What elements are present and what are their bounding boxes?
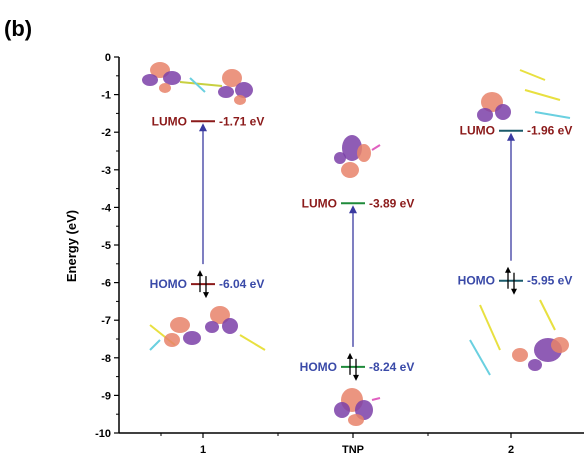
- homo-value: -8.24 eV: [369, 360, 414, 374]
- energy-levels: LUMO -1.71 eV HOMO -6.04 eV LUMO -3.89 eV HOMO…: [150, 114, 572, 381]
- orbital-lobe: [342, 135, 362, 161]
- spin-up-head: [197, 270, 203, 277]
- lumo-label: LUMO: [152, 114, 187, 128]
- spin-down-head: [353, 374, 359, 381]
- y-tick-label: -1: [101, 90, 111, 102]
- y-tick-label: -10: [95, 428, 111, 440]
- orbital-lobe: [163, 71, 181, 85]
- homo-label: HOMO: [300, 360, 337, 374]
- spin-down-head: [511, 288, 517, 295]
- spin-up-head: [505, 266, 511, 273]
- orbital-lobe: [341, 162, 359, 178]
- lumo-label: LUMO: [302, 196, 337, 210]
- orbital-lobe: [222, 69, 242, 87]
- y-tick-label: -2: [101, 127, 111, 139]
- molecule-bond: [149, 339, 161, 351]
- orbital-lobe: [495, 104, 511, 120]
- orbital-lobe: [222, 318, 238, 334]
- panel-label: (b): [4, 16, 32, 41]
- y-tick-label: -7: [101, 315, 111, 327]
- orbital-lobe: [334, 152, 346, 164]
- orbital-lobe: [164, 333, 180, 347]
- y-tick-label: -4: [101, 202, 112, 214]
- orbital-lobe: [205, 321, 219, 333]
- y-tick-label: 0: [105, 52, 111, 64]
- orbital-lobe: [142, 74, 158, 86]
- molecule-bond: [189, 77, 206, 93]
- x-tick-label: 2: [508, 444, 514, 456]
- arrow-head: [507, 132, 515, 141]
- lumo-label: LUMO: [460, 124, 495, 138]
- arrow-head: [199, 123, 207, 132]
- orbital-lobe: [159, 83, 171, 93]
- molecule-bond: [179, 81, 223, 87]
- spin-down-head: [203, 292, 209, 299]
- molecule-bond: [469, 339, 491, 376]
- orbital-lobe: [477, 108, 493, 122]
- molecule-bond: [519, 69, 546, 81]
- orbital-lobe: [357, 144, 371, 162]
- molecule-bond: [371, 144, 381, 151]
- orbital-lobe: [218, 86, 234, 98]
- lumo-value: -1.71 eV: [219, 114, 264, 128]
- lumo-value: -1.96 eV: [527, 124, 572, 138]
- y-tick-label: -8: [101, 353, 111, 365]
- orbital-lobe: [512, 348, 528, 362]
- axes: 0 -1 -2 -3 -4 -5 -6 -7 -8 -9 -10 1 TNP 2: [95, 52, 584, 456]
- orbital-lobe: [348, 414, 364, 426]
- molecule-bond: [239, 334, 266, 351]
- x-tick-label: TNP: [342, 444, 364, 456]
- x-tick-label: 1: [200, 444, 206, 456]
- orbital-lobe: [183, 331, 201, 345]
- y-tick-label: -3: [101, 165, 111, 177]
- orbital-lobe: [210, 306, 230, 324]
- homo-value: -5.95 eV: [527, 274, 572, 288]
- homo-label: HOMO: [458, 274, 495, 288]
- lumo-value: -3.89 eV: [369, 196, 414, 210]
- orbital-lobe: [551, 337, 569, 353]
- y-tick-label: -6: [101, 278, 111, 290]
- homo-value: -6.04 eV: [219, 277, 264, 291]
- y-axis-label: Energy (eV): [64, 210, 79, 282]
- molecule-bond: [534, 111, 571, 119]
- orbital-lobe: [528, 359, 542, 371]
- y-tick-label: -9: [101, 390, 111, 402]
- arrow-head: [349, 205, 357, 214]
- orbital-lobe: [334, 402, 350, 418]
- y-tick-label: -5: [101, 240, 111, 252]
- orbital-lobe: [234, 95, 246, 105]
- orbital-lobe: [235, 82, 253, 98]
- molecule-bond: [479, 304, 501, 351]
- molecule-bond: [371, 397, 381, 401]
- homo-label: HOMO: [150, 277, 187, 291]
- molecule-bond: [539, 299, 556, 331]
- orbital-images: [142, 62, 571, 426]
- molecule-bond: [524, 89, 561, 101]
- orbital-lobe: [170, 317, 190, 333]
- spin-up-head: [347, 352, 353, 359]
